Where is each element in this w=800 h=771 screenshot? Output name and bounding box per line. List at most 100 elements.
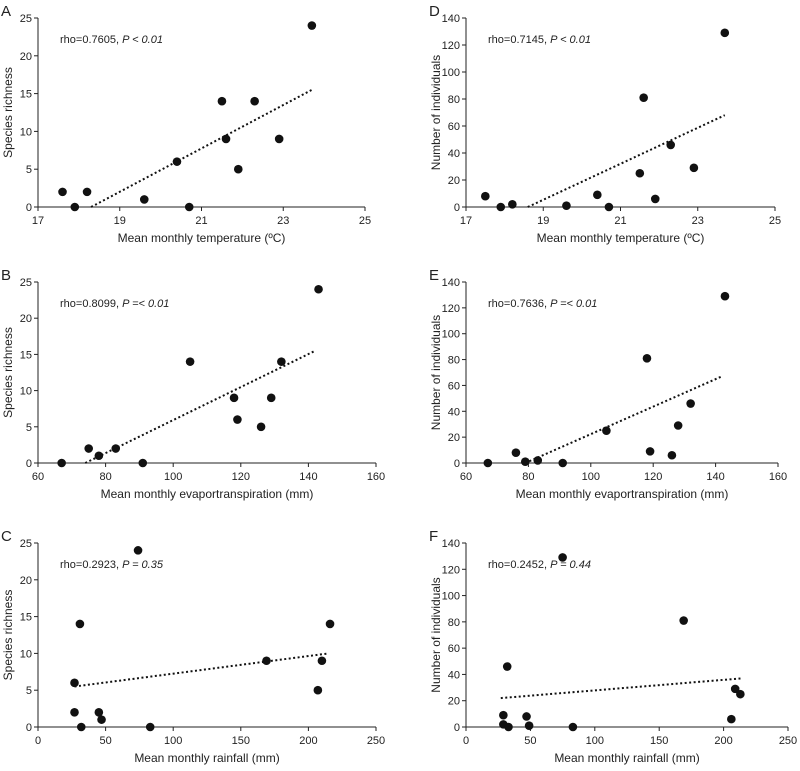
trend-line bbox=[524, 375, 723, 464]
y-tick-label: 120 bbox=[442, 303, 460, 315]
y-tick-label: 20 bbox=[20, 51, 32, 63]
panel-f: F 0 50 100 150 200 250 0 20 40 60 80 100 120 140 Mean m… bbox=[429, 528, 797, 765]
x-axis-label: Mean monthly temperature (ºC) bbox=[118, 231, 286, 245]
y-tick-label: 0 bbox=[26, 722, 32, 734]
rho-value: rho=0.8099, bbox=[60, 298, 122, 310]
y-tick-label: 80 bbox=[448, 617, 460, 629]
x-axis-label: Mean monthly evaportranspiration (mm) bbox=[516, 487, 729, 501]
x-tick-label: 0 bbox=[463, 735, 469, 747]
x-tick-label: 120 bbox=[644, 471, 662, 483]
rho-value: rho=0.7636, bbox=[488, 298, 550, 310]
x-tick-label: 19 bbox=[537, 215, 549, 227]
stats-annotation: rho=0.7145, P < 0.01 bbox=[488, 34, 591, 46]
data-point bbox=[522, 712, 531, 721]
trend-line bbox=[90, 88, 313, 208]
y-tick-label: 120 bbox=[442, 564, 460, 576]
data-point bbox=[730, 684, 740, 694]
rho-value: rho=0.7605, bbox=[60, 34, 122, 46]
y-tick-label: 25 bbox=[20, 13, 32, 25]
data-point bbox=[184, 202, 194, 212]
y-tick-label: 25 bbox=[20, 277, 32, 289]
y-tick-label: 10 bbox=[20, 386, 32, 398]
p-value: P = 0.44 bbox=[550, 559, 591, 571]
y-tick-label: 80 bbox=[448, 94, 460, 106]
data-point bbox=[84, 444, 93, 453]
panel-d: D 17 19 21 23 25 0 20 40 60 80 100 120 140 Mean monthl… bbox=[429, 3, 781, 245]
data-point bbox=[604, 202, 614, 212]
data-point bbox=[727, 714, 736, 724]
data-point bbox=[70, 707, 79, 717]
x-tick-label: 140 bbox=[706, 471, 724, 483]
y-tick-label: 140 bbox=[442, 13, 460, 25]
data-point bbox=[314, 284, 323, 294]
y-axis-label: Species richness bbox=[1, 590, 15, 681]
x-tick-label: 80 bbox=[99, 471, 111, 483]
x-tick-label: 21 bbox=[195, 215, 207, 227]
trend-line bbox=[500, 677, 742, 700]
data-point bbox=[508, 200, 517, 209]
x-tick-label: 160 bbox=[367, 471, 385, 483]
data-point bbox=[138, 458, 148, 468]
p-value: P = 0.35 bbox=[122, 559, 164, 571]
panel-b: B 60 80 100 120 140 160 0 5 10 15 20 25 Mean monthly … bbox=[1, 267, 385, 501]
y-tick-label: 0 bbox=[454, 458, 460, 470]
data-point bbox=[262, 656, 271, 666]
data-point bbox=[75, 619, 85, 629]
data-point bbox=[229, 393, 239, 403]
y-tick-label: 5 bbox=[26, 685, 32, 697]
data-point bbox=[185, 357, 195, 366]
data-point bbox=[639, 93, 648, 102]
panel-letter: C bbox=[1, 528, 12, 545]
y-tick-label: 120 bbox=[442, 40, 460, 52]
x-tick-label: 50 bbox=[524, 735, 536, 747]
x-tick-label: 120 bbox=[232, 471, 250, 483]
trend-line bbox=[74, 652, 329, 688]
x-tick-label: 17 bbox=[460, 215, 472, 227]
y-tick-label: 10 bbox=[20, 648, 32, 660]
data-point bbox=[111, 444, 121, 453]
data-point bbox=[558, 458, 568, 468]
y-tick-label: 15 bbox=[20, 349, 32, 361]
trend-line bbox=[527, 114, 726, 208]
data-point bbox=[277, 357, 286, 366]
y-tick-label: 0 bbox=[26, 202, 32, 214]
x-tick-label: 25 bbox=[769, 215, 781, 227]
data-point bbox=[568, 722, 578, 732]
stats-annotation: rho=0.7605, P < 0.01 bbox=[60, 34, 163, 46]
data-point bbox=[673, 421, 683, 430]
y-tick-label: 10 bbox=[20, 126, 32, 138]
data-point bbox=[720, 291, 730, 301]
data-point bbox=[82, 187, 92, 197]
y-tick-label: 140 bbox=[442, 538, 460, 550]
panel-letter: A bbox=[1, 3, 11, 20]
data-point bbox=[139, 195, 149, 204]
data-point bbox=[233, 415, 242, 424]
panel-letter: E bbox=[429, 267, 439, 284]
data-point bbox=[642, 353, 652, 363]
y-tick-label: 20 bbox=[20, 313, 32, 325]
y-tick-label: 100 bbox=[442, 591, 460, 603]
data-point bbox=[481, 191, 490, 201]
data-point bbox=[483, 458, 493, 468]
data-point bbox=[533, 456, 543, 465]
y-tick-label: 40 bbox=[448, 669, 460, 681]
y-tick-label: 60 bbox=[448, 121, 460, 133]
data-point bbox=[496, 202, 506, 212]
data-point bbox=[686, 399, 695, 408]
y-tick-label: 60 bbox=[448, 380, 460, 392]
data-point bbox=[145, 722, 155, 732]
p-value: P < 0.01 bbox=[550, 34, 591, 46]
y-tick-label: 20 bbox=[448, 696, 460, 708]
data-point bbox=[94, 451, 104, 461]
y-axis-label: Number of individuals bbox=[429, 55, 443, 170]
x-axis-label: Mean monthly temperature (ºC) bbox=[537, 231, 705, 245]
y-tick-label: 0 bbox=[26, 458, 32, 470]
y-axis-label: Species richness bbox=[1, 327, 15, 418]
rho-value: rho=0.2452, bbox=[488, 559, 550, 571]
x-tick-label: 0 bbox=[35, 735, 41, 747]
y-tick-label: 20 bbox=[448, 175, 460, 187]
y-tick-label: 40 bbox=[448, 148, 460, 160]
data-point bbox=[256, 422, 266, 432]
x-axis-label: Mean monthly rainfall (mm) bbox=[554, 751, 699, 765]
